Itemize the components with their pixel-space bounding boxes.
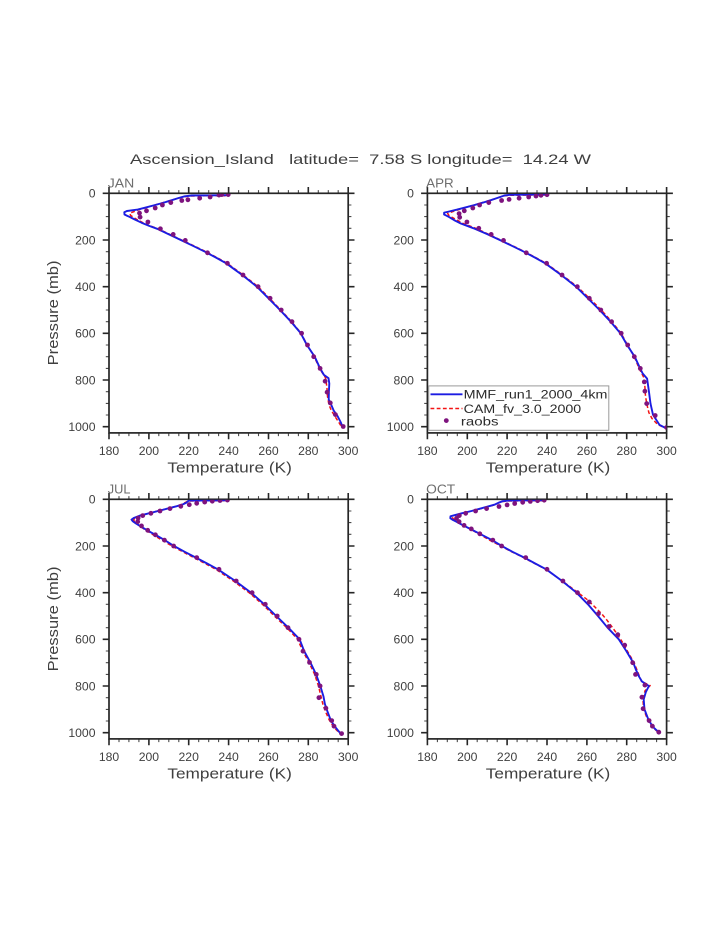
svg-text:280: 280 <box>298 750 319 764</box>
svg-text:220: 220 <box>497 750 518 764</box>
svg-text:260: 260 <box>258 750 279 764</box>
svg-text:0: 0 <box>89 493 96 507</box>
svg-text:200: 200 <box>75 539 96 553</box>
svg-text:800: 800 <box>75 373 96 387</box>
svg-text:OCT: OCT <box>426 482 455 496</box>
svg-text:200: 200 <box>394 233 415 247</box>
svg-text:280: 280 <box>298 444 319 458</box>
svg-text:APR: APR <box>426 176 454 190</box>
svg-text:260: 260 <box>577 444 598 458</box>
svg-text:240: 240 <box>537 444 558 458</box>
svg-text:0: 0 <box>407 187 414 201</box>
svg-text:260: 260 <box>577 750 598 764</box>
svg-text:300: 300 <box>656 750 677 764</box>
svg-text:800: 800 <box>75 679 96 693</box>
svg-text:Ascension_Island latitude=: Ascension_Island latitude= 7.58 S longit… <box>130 152 591 167</box>
svg-text:280: 280 <box>617 750 638 764</box>
svg-text:CAM_fv_3.0_2000: CAM_fv_3.0_2000 <box>464 402 582 416</box>
svg-text:180: 180 <box>417 444 438 458</box>
svg-text:JUL: JUL <box>108 482 131 496</box>
svg-text:1000: 1000 <box>387 420 414 434</box>
svg-text:200: 200 <box>139 750 160 764</box>
svg-text:600: 600 <box>394 633 415 647</box>
svg-text:220: 220 <box>179 750 200 764</box>
svg-text:300: 300 <box>656 444 677 458</box>
svg-text:1000: 1000 <box>68 420 95 434</box>
svg-text:240: 240 <box>218 750 239 764</box>
svg-text:Temperature (K): Temperature (K) <box>486 767 611 783</box>
svg-text:Pressure (mb): Pressure (mb) <box>46 566 62 671</box>
svg-text:260: 260 <box>258 444 279 458</box>
svg-text:1000: 1000 <box>68 726 95 740</box>
svg-text:0: 0 <box>89 187 96 201</box>
svg-text:200: 200 <box>394 539 415 553</box>
svg-text:280: 280 <box>617 444 638 458</box>
svg-text:220: 220 <box>497 444 518 458</box>
svg-text:800: 800 <box>394 679 415 693</box>
svg-text:220: 220 <box>179 444 200 458</box>
svg-text:180: 180 <box>417 750 438 764</box>
svg-text:800: 800 <box>394 373 415 387</box>
svg-text:300: 300 <box>338 444 359 458</box>
svg-text:600: 600 <box>394 327 415 341</box>
svg-text:400: 400 <box>75 280 96 294</box>
svg-text:600: 600 <box>75 633 96 647</box>
svg-text:200: 200 <box>457 750 478 764</box>
svg-text:400: 400 <box>394 280 415 294</box>
svg-text:Temperature (K): Temperature (K) <box>486 461 611 477</box>
svg-text:Temperature (K): Temperature (K) <box>167 461 292 477</box>
svg-text:raobs: raobs <box>461 414 499 428</box>
svg-text:200: 200 <box>139 444 160 458</box>
svg-text:Temperature (K): Temperature (K) <box>167 767 292 783</box>
svg-text:300: 300 <box>338 750 359 764</box>
svg-text:1000: 1000 <box>387 726 414 740</box>
svg-text:180: 180 <box>99 444 120 458</box>
svg-text:240: 240 <box>218 444 239 458</box>
svg-text:Pressure (mb): Pressure (mb) <box>46 260 62 365</box>
svg-text:JAN: JAN <box>108 176 135 190</box>
svg-text:MMF_run1_2000_4km: MMF_run1_2000_4km <box>464 388 608 402</box>
svg-text:240: 240 <box>537 750 558 764</box>
svg-text:400: 400 <box>75 586 96 600</box>
svg-text:180: 180 <box>99 750 120 764</box>
svg-text:400: 400 <box>394 586 415 600</box>
svg-text:0: 0 <box>407 493 414 507</box>
svg-text:600: 600 <box>75 327 96 341</box>
svg-text:200: 200 <box>457 444 478 458</box>
svg-text:200: 200 <box>75 233 96 247</box>
